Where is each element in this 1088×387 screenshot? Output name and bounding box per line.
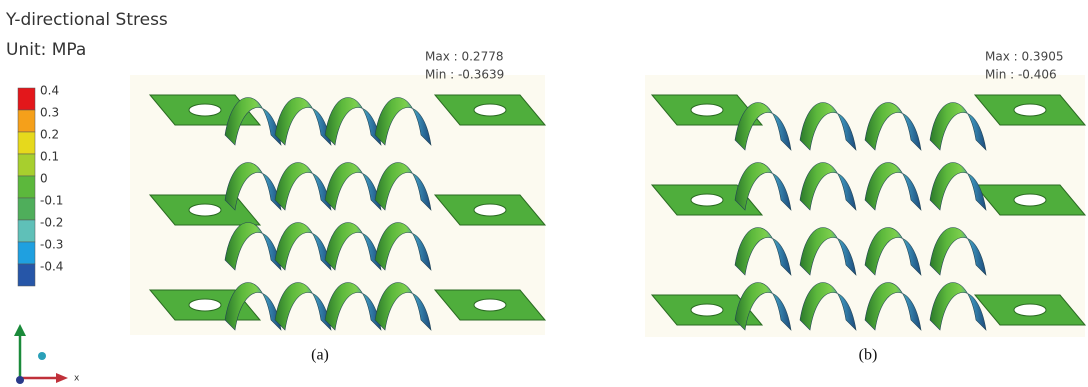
legend-label: 0.2 <box>40 128 59 142</box>
legend-swatch <box>18 242 35 264</box>
legend-swatch <box>18 154 35 176</box>
legend-label: -0.3 <box>40 238 63 252</box>
caption: (b) <box>859 347 878 364</box>
legend-label: -0.1 <box>40 194 63 208</box>
figure: Y-directional Stress Unit: MPa 0.4 0.3 0.2… <box>0 0 1088 387</box>
axis-triad: x <box>14 324 80 384</box>
min-label: Min : -0.3639 <box>425 68 504 82</box>
max-label: Max : 0.2778 <box>425 50 503 64</box>
legend-label: 0 <box>40 172 48 186</box>
legend-label: 0.3 <box>40 106 59 120</box>
legend-label: 0.4 <box>40 84 59 98</box>
title: Y-directional Stress <box>5 10 168 30</box>
legend-swatch <box>18 264 35 286</box>
legend-label: 0.1 <box>40 150 59 164</box>
legend-swatch <box>18 132 35 154</box>
legend-swatch <box>18 220 35 242</box>
svg-text:x: x <box>74 374 80 384</box>
panel-b-image <box>645 75 1085 337</box>
color-legend: 0.4 0.3 0.2 0.1 0 -0.1 -0.2 -0.3 -0.4 <box>18 84 63 287</box>
unit: Unit: MPa <box>6 40 86 60</box>
panel-a-image <box>130 75 545 335</box>
min-label: Min : -0.406 <box>985 68 1057 82</box>
legend-swatch <box>18 176 35 198</box>
legend-swatch <box>18 198 35 220</box>
legend-swatch <box>18 110 35 132</box>
legend-label: -0.4 <box>40 260 63 274</box>
caption: (a) <box>311 347 329 364</box>
legend-label: -0.2 <box>40 216 63 230</box>
max-label: Max : 0.3905 <box>985 50 1063 64</box>
legend-swatch <box>18 88 35 110</box>
